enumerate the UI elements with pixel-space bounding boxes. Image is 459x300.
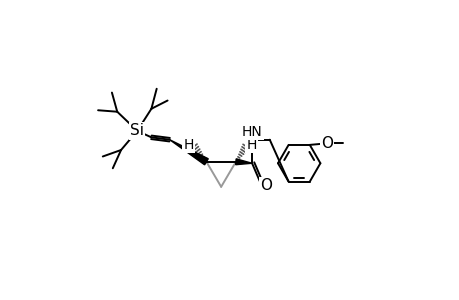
- Polygon shape: [169, 140, 208, 165]
- Text: H: H: [183, 138, 194, 152]
- Text: O: O: [260, 178, 272, 194]
- Polygon shape: [235, 159, 252, 165]
- Text: H: H: [246, 138, 256, 152]
- Text: O: O: [320, 136, 332, 151]
- Text: HN: HN: [241, 125, 262, 139]
- Text: Si: Si: [130, 123, 144, 138]
